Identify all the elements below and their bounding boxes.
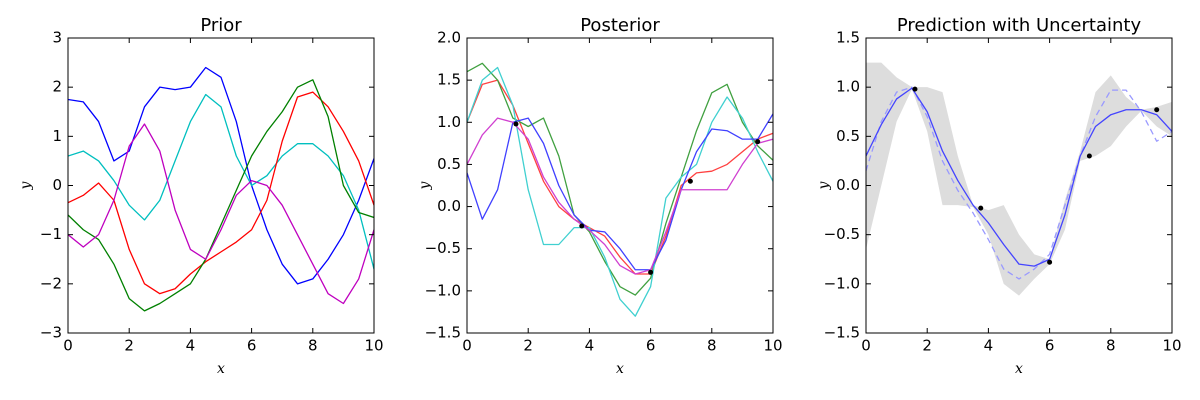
- x-tick-label: 4: [585, 337, 595, 355]
- observation-point: [1154, 107, 1160, 113]
- line: [467, 113, 773, 271]
- observation-point: [978, 205, 984, 211]
- y-tick-label: 0.0: [836, 176, 860, 194]
- plot-frame: [67, 37, 375, 334]
- x-tick-label: 6: [1045, 337, 1055, 355]
- observation-point: [648, 269, 654, 275]
- x-tick-label: 4: [984, 337, 994, 355]
- chart-title: Posterior: [580, 15, 660, 36]
- y-axis-label: y: [18, 180, 34, 190]
- x-tick-label: 8: [1106, 337, 1116, 355]
- x-tick-label: 0: [462, 337, 472, 355]
- x-tick-label: 8: [308, 337, 318, 355]
- x-tick-label: 2: [124, 337, 134, 355]
- observation-point: [755, 139, 761, 145]
- y-tick-label: 1: [52, 127, 62, 145]
- x-tick-label: 10: [1162, 337, 1181, 355]
- y-axis-label: y: [417, 180, 433, 190]
- x-tick-label: 0: [861, 337, 871, 355]
- y-tick-label: −1.5: [824, 324, 860, 342]
- line: [68, 66, 374, 285]
- plot-frame: [466, 37, 774, 334]
- x-tick-label: 0: [63, 337, 73, 355]
- line: [68, 79, 374, 312]
- y-tick-label: 1.0: [437, 113, 461, 131]
- observation-point: [687, 178, 693, 184]
- y-tick-label: 2: [52, 78, 62, 96]
- y-tick-label: 1.5: [836, 29, 860, 47]
- y-tick-label: 0.5: [437, 155, 461, 173]
- y-tick-label: −2: [40, 274, 62, 292]
- chart-title: Prediction with Uncertainty: [897, 15, 1142, 36]
- y-tick-label: −1.0: [824, 274, 860, 292]
- y-tick-label: 3: [52, 29, 62, 47]
- y-axis-label: y: [816, 180, 832, 190]
- x-axis-label: x: [1015, 361, 1023, 377]
- y-tick-label: 2.0: [437, 29, 461, 47]
- x-tick-label: 10: [364, 337, 383, 355]
- chart-title: Prior: [200, 15, 242, 36]
- x-tick-label: 6: [247, 337, 257, 355]
- y-tick-label: −1: [40, 225, 62, 243]
- line: [467, 66, 773, 317]
- x-tick-label: 10: [763, 337, 782, 355]
- line: [68, 91, 374, 295]
- observation-point: [1047, 259, 1053, 265]
- y-tick-label: −1.5: [425, 324, 461, 342]
- y-tick-label: 1.0: [836, 78, 860, 96]
- x-tick-label: 8: [707, 337, 717, 355]
- x-tick-label: 2: [523, 337, 533, 355]
- x-axis-label: x: [616, 361, 624, 377]
- x-axis-label: x: [217, 361, 225, 377]
- y-tick-label: 1.5: [437, 71, 461, 89]
- observation-point: [579, 223, 585, 229]
- observation-point: [912, 86, 918, 92]
- x-tick-label: 4: [186, 337, 196, 355]
- y-tick-label: 0.0: [437, 197, 461, 215]
- y-tick-label: −3: [40, 324, 62, 342]
- line: [68, 93, 374, 270]
- line: [68, 123, 374, 305]
- observation-point: [513, 121, 519, 127]
- y-tick-label: 0.5: [836, 127, 860, 145]
- y-tick-label: 0: [52, 176, 62, 194]
- line: [866, 87, 1172, 267]
- uncertainty-band: [866, 62, 1172, 296]
- observation-point: [1086, 153, 1092, 159]
- x-tick-label: 2: [922, 337, 932, 355]
- line: [467, 117, 773, 275]
- line: [467, 79, 773, 275]
- x-tick-label: 6: [646, 337, 656, 355]
- y-tick-label: −1.0: [425, 281, 461, 299]
- y-tick-label: −0.5: [824, 225, 860, 243]
- y-tick-label: −0.5: [425, 239, 461, 257]
